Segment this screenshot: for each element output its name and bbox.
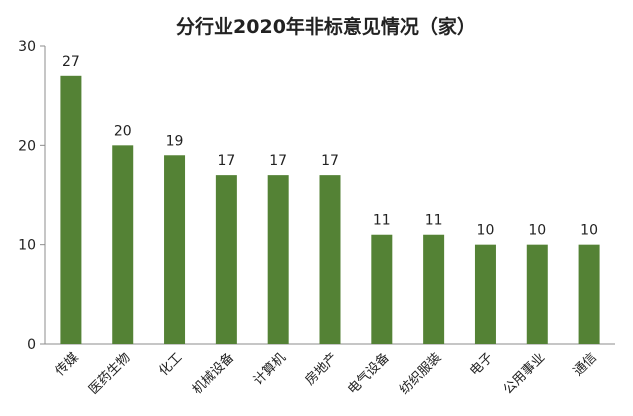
data-label: 10: [528, 223, 546, 239]
data-label: 20: [114, 123, 132, 139]
x-tick-label: 化工: [156, 350, 185, 379]
x-tick-label: 通信: [571, 350, 600, 379]
x-tick-label: 医药生物: [86, 350, 133, 397]
axes: 0 10 20 30: [18, 39, 615, 353]
y-tick-label: 30: [18, 39, 36, 55]
y-tick-label: 10: [18, 238, 36, 254]
bar: [164, 155, 186, 344]
y-tick-label: 20: [18, 138, 36, 154]
data-label: 11: [425, 213, 443, 229]
chart-title: 分行业2020年非标意见情况（家）: [176, 15, 476, 38]
data-label: 11: [373, 213, 391, 229]
bar: [578, 244, 600, 344]
bar: [371, 234, 393, 344]
data-label: 19: [166, 133, 184, 149]
bar: [423, 234, 445, 344]
x-tick-label: 纺织服装: [397, 350, 444, 397]
x-tick-label: 电子: [467, 350, 496, 379]
data-label: 17: [217, 153, 235, 169]
data-label: 17: [269, 153, 287, 169]
data-label: 27: [62, 54, 80, 70]
x-tick-label: 电气设备: [345, 350, 393, 398]
bar: [60, 75, 82, 345]
y-tick-label: 0: [27, 337, 36, 353]
x-tick-label: 计算机: [251, 350, 289, 388]
x-tick-label: 传媒: [53, 350, 82, 379]
x-tick-label: 公用事业: [501, 350, 548, 397]
bar: [215, 175, 237, 344]
bars: [60, 75, 600, 345]
data-label: 10: [580, 223, 598, 239]
bar: [474, 244, 496, 344]
x-tick-label: 房地产: [302, 350, 341, 389]
bar: [526, 244, 548, 344]
bar: [319, 175, 341, 344]
bar: [112, 145, 134, 344]
bar: [267, 175, 289, 344]
data-label: 10: [477, 223, 495, 239]
x-tick-label: 机械设备: [189, 350, 237, 398]
data-label: 17: [321, 153, 339, 169]
